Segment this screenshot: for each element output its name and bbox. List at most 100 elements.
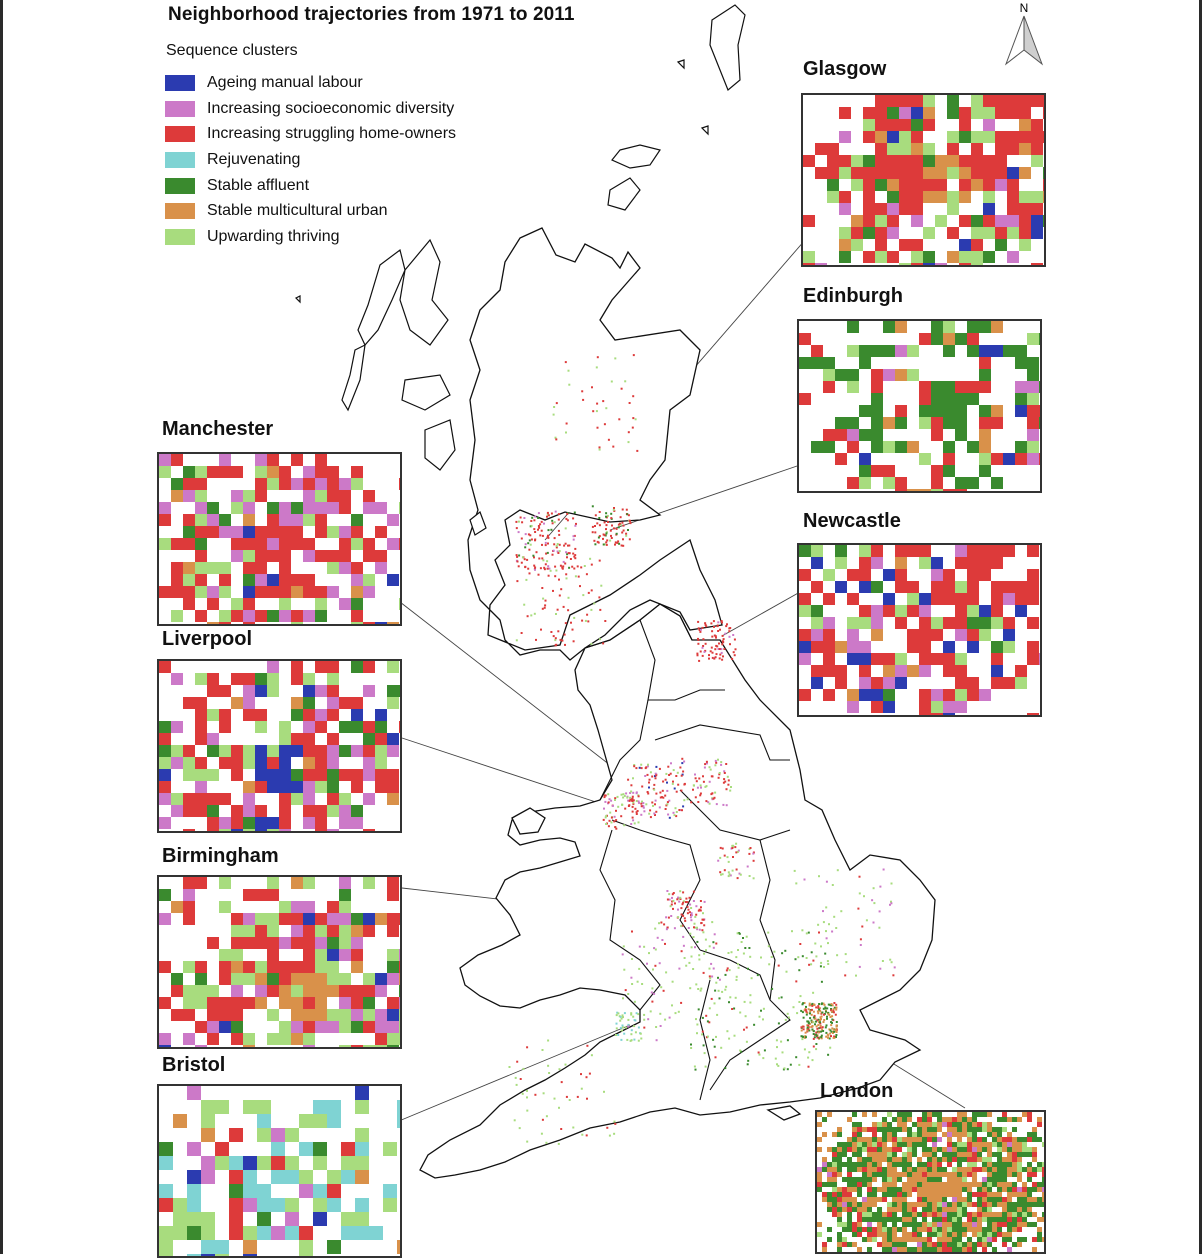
grid-cell	[837, 1142, 842, 1147]
neighborhood-dot	[602, 642, 605, 645]
grid-cell	[977, 1217, 982, 1222]
grid-cell	[1012, 1222, 1017, 1227]
neighborhood-dot	[840, 910, 843, 913]
grid-cell	[243, 1033, 255, 1045]
grid-cell	[839, 203, 851, 215]
neighborhood-dot	[555, 546, 558, 549]
neighborhood-dot	[726, 775, 729, 778]
neighborhood-dot	[622, 997, 624, 1000]
neighborhood-dot	[701, 1016, 704, 1019]
neighborhood-dot	[756, 974, 759, 977]
grid-cell	[872, 1172, 877, 1177]
grid-cell	[947, 1202, 952, 1207]
grid-cell	[837, 1127, 842, 1132]
grid-cell	[917, 1192, 922, 1197]
grid-cell	[982, 1217, 987, 1222]
grid-cell	[979, 381, 991, 393]
grid-cell	[847, 477, 859, 489]
grid-cell	[935, 191, 947, 203]
grid-cell	[1017, 1172, 1022, 1177]
neighborhood-dot	[762, 1007, 765, 1010]
neighborhood-dot	[615, 527, 618, 530]
grid-cell	[871, 417, 883, 429]
neighborhood-dot	[832, 1009, 835, 1012]
grid-cell	[303, 673, 315, 685]
grid-cell	[959, 251, 971, 263]
grid-cell	[932, 1232, 937, 1237]
neighborhood-dot	[678, 900, 681, 903]
grid-cell	[872, 1197, 877, 1202]
grid-cell	[942, 1232, 947, 1237]
grid-cell	[291, 709, 303, 721]
neighborhood-dot	[617, 1012, 620, 1015]
neighborhood-dot	[565, 422, 568, 425]
grid-cell	[922, 1207, 927, 1212]
neighborhood-dot	[650, 991, 653, 994]
grid-cell	[967, 1197, 972, 1202]
grid-cell	[285, 1226, 299, 1240]
grid-cell	[932, 1212, 937, 1217]
neighborhood-dot	[685, 897, 688, 900]
grid-cell	[243, 538, 255, 550]
neighborhood-dot	[844, 974, 847, 977]
grid-cell	[847, 1182, 852, 1187]
neighborhood-dot	[795, 980, 798, 983]
neighborhood-dot	[719, 653, 722, 656]
grid-cell	[887, 1202, 892, 1207]
neighborhood-dot	[729, 643, 731, 646]
neighborhood-dot	[686, 901, 689, 904]
grid-cell	[1015, 581, 1027, 593]
grid-cell	[315, 745, 327, 757]
grid-cell	[937, 1172, 942, 1177]
neighborhood-dot	[608, 1134, 611, 1137]
grid-cell	[159, 721, 171, 733]
neighborhood-dot	[835, 1027, 838, 1030]
neighborhood-dot	[690, 946, 693, 949]
grid-cell	[931, 581, 943, 593]
grid-cell	[173, 1212, 187, 1226]
grid-cell	[257, 1184, 271, 1198]
neighborhood-dot	[820, 1036, 823, 1039]
neighborhood-dot	[620, 387, 623, 390]
neighborhood-dot	[557, 552, 560, 554]
grid-cell	[997, 1187, 1002, 1192]
grid-cell	[291, 925, 303, 937]
grid-cell	[847, 321, 859, 333]
neighborhood-dot	[717, 621, 720, 624]
grid-cell	[351, 997, 363, 1009]
grid-cell	[947, 251, 959, 263]
neighborhood-dot	[823, 1019, 826, 1021]
grid-cell	[279, 514, 291, 526]
neighborhood-dot	[610, 380, 613, 383]
grid-cell	[982, 1207, 987, 1212]
grid-cell	[1037, 1167, 1042, 1172]
neighborhood-dot	[638, 801, 640, 804]
grid-cell	[811, 677, 823, 689]
neighborhood-dot	[821, 1002, 823, 1005]
grid-cell	[922, 1237, 927, 1242]
grid-cell	[883, 593, 895, 605]
neighborhood-dot	[827, 1003, 830, 1006]
neighborhood-dot	[591, 525, 594, 528]
grid-cell	[897, 1242, 902, 1247]
grid-cell	[902, 1247, 907, 1252]
inset-grid-edinburgh	[799, 321, 1040, 491]
grid-cell	[882, 1212, 887, 1217]
neighborhood-dot	[820, 1015, 823, 1018]
grid-cell	[857, 1152, 862, 1157]
grid-cell	[355, 1086, 369, 1100]
neighborhood-dot	[553, 1097, 556, 1100]
grid-cell	[932, 1142, 937, 1147]
grid-cell	[962, 1122, 967, 1127]
grid-cell	[967, 1152, 972, 1157]
neighborhood-dot	[608, 819, 611, 822]
grid-cell	[931, 713, 943, 715]
neighborhood-dot	[727, 783, 730, 786]
neighborhood-dot	[664, 794, 667, 797]
grid-cell	[962, 1177, 967, 1182]
grid-cell	[839, 131, 851, 143]
grid-cell	[967, 1247, 972, 1252]
grid-cell	[957, 1147, 962, 1152]
grid-cell	[159, 1142, 173, 1156]
grid-cell	[255, 721, 267, 733]
